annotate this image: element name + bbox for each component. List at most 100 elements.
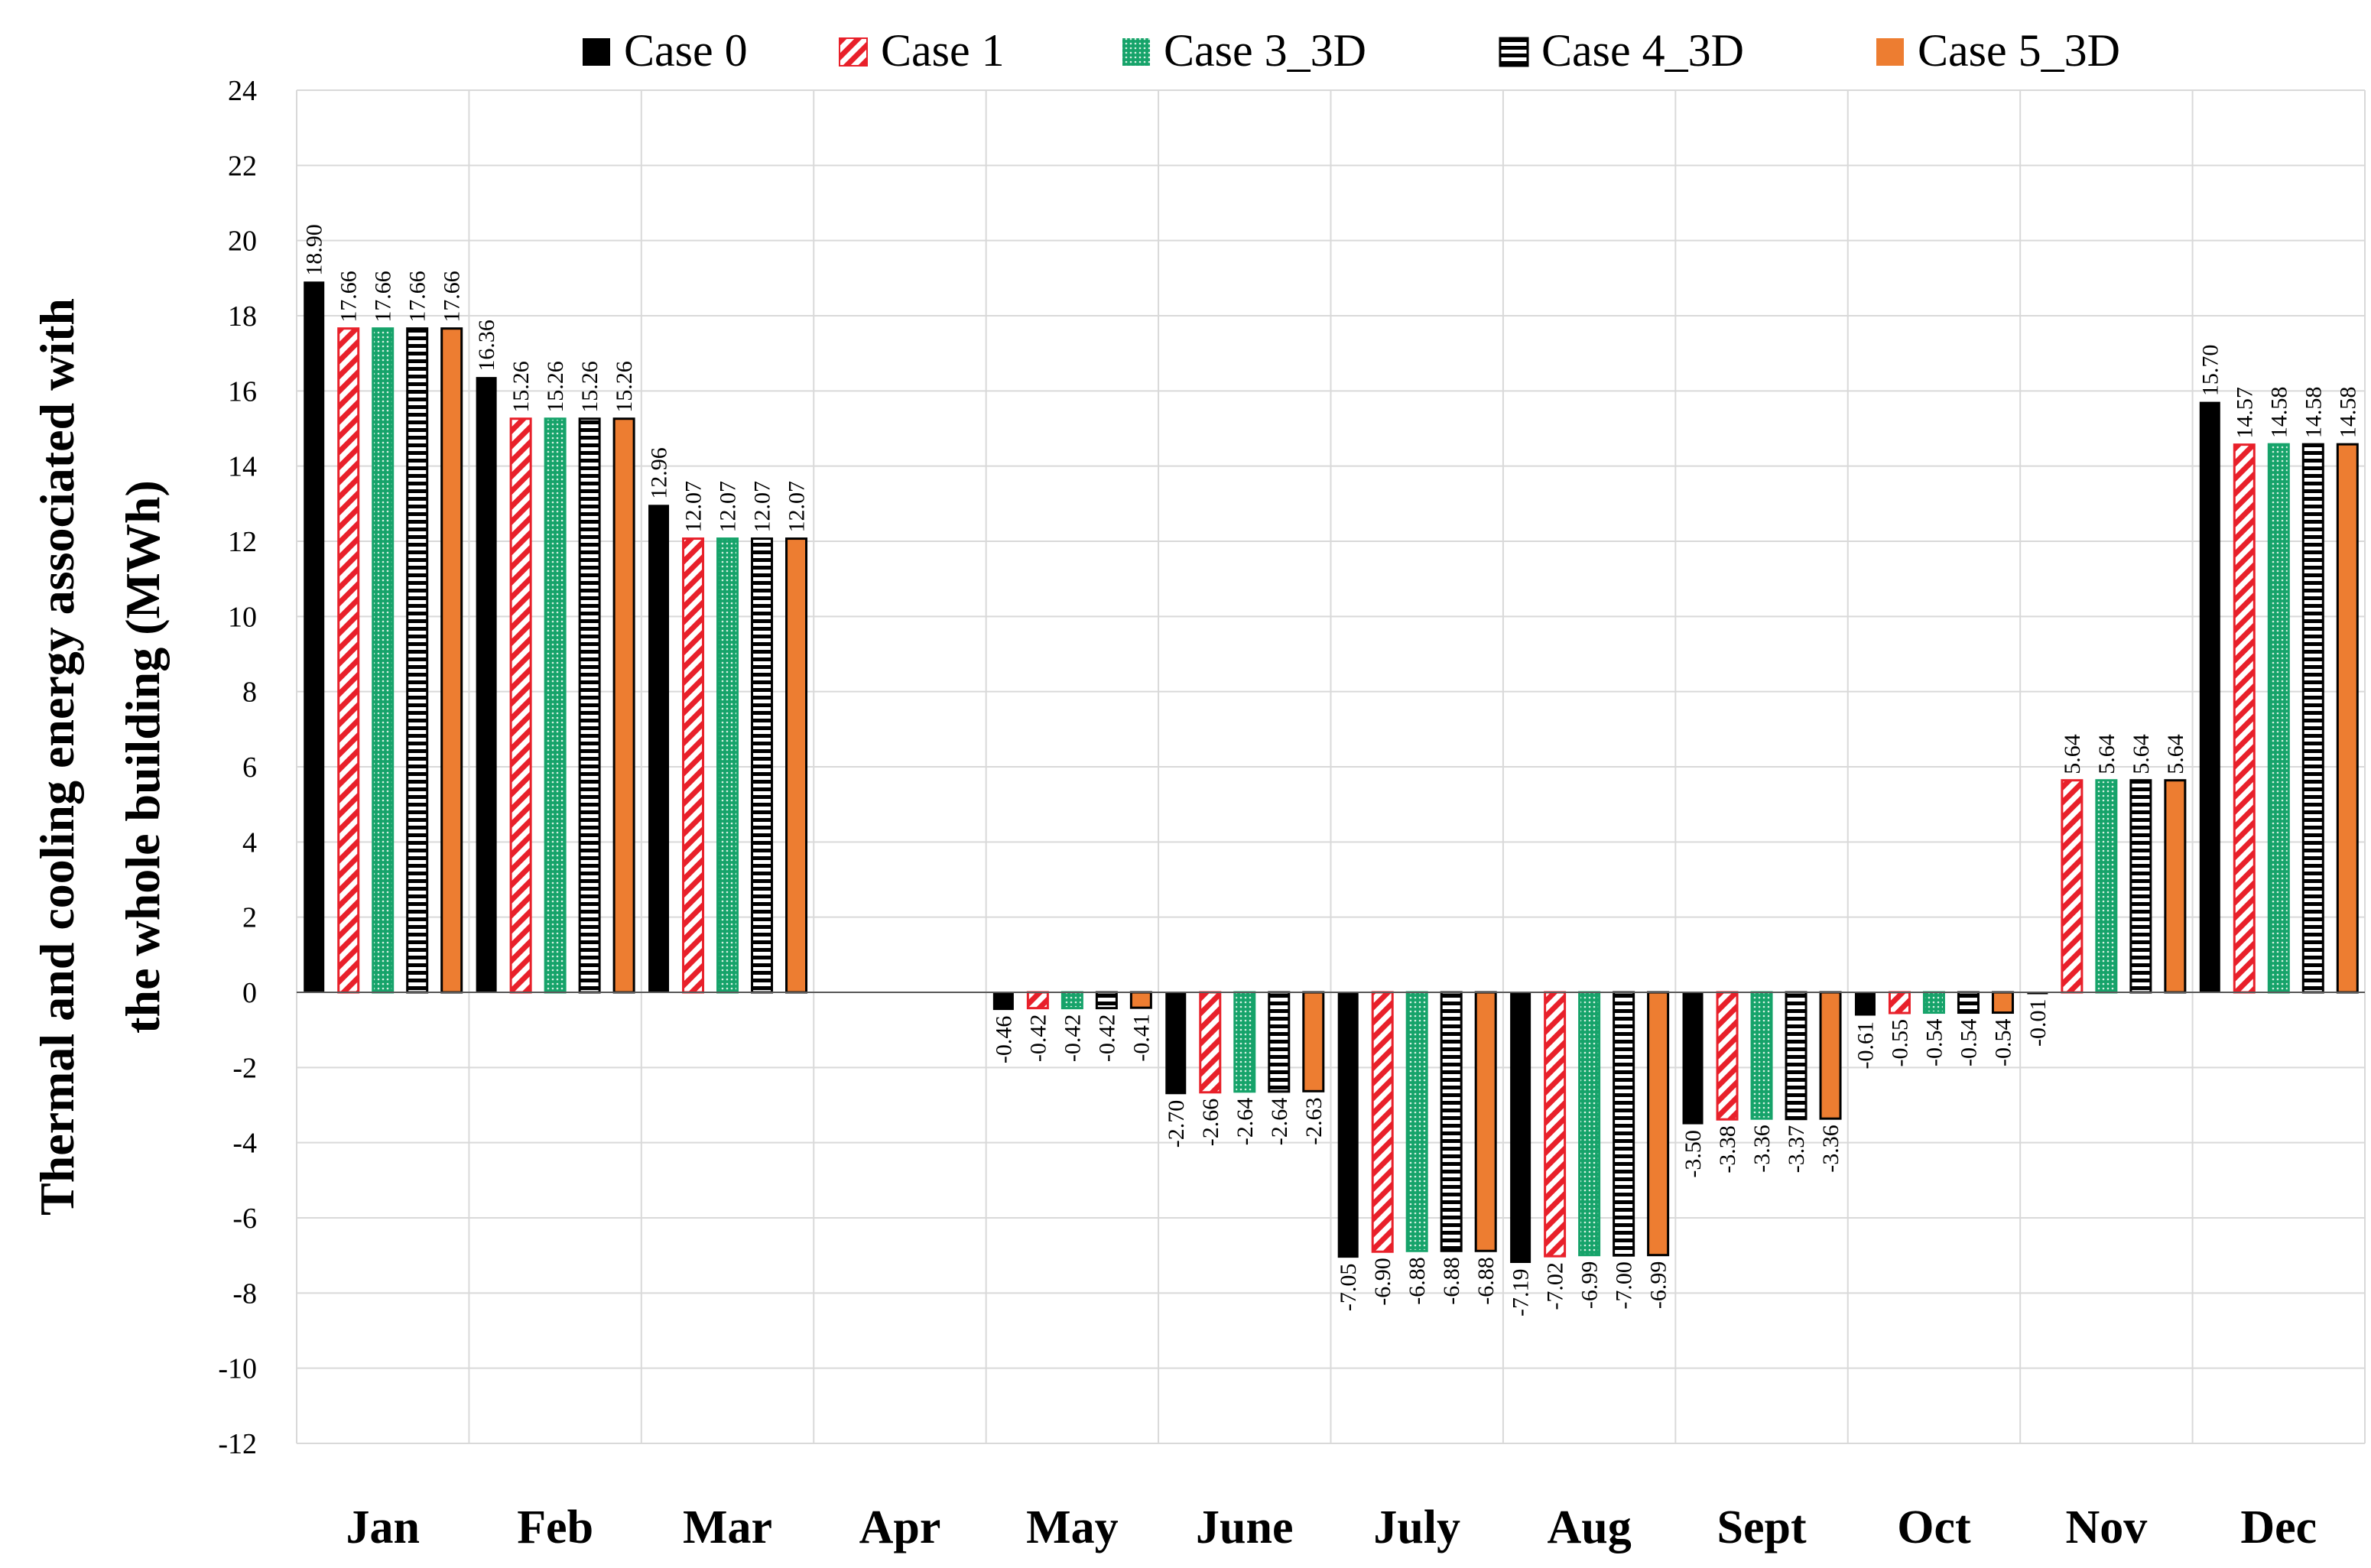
data-label-case-4-3d: -6.88 bbox=[1439, 1257, 1464, 1305]
bar-case-5-3d bbox=[1474, 991, 1497, 1252]
legend-label-case-4-3d: Case 4_3D bbox=[1541, 25, 1744, 76]
y-tick-label: 20 bbox=[228, 226, 257, 258]
data-label-case-0: -2.70 bbox=[1164, 1100, 1189, 1148]
x-tick-label: Oct bbox=[1897, 1501, 1971, 1553]
x-tick-label: Jan bbox=[346, 1501, 419, 1553]
bar-case-4-3d bbox=[1957, 991, 1980, 1014]
data-label-case-1: -2.66 bbox=[1198, 1099, 1223, 1147]
data-label-case-4-3d: 15.26 bbox=[577, 361, 602, 413]
bar-case-4-3d bbox=[578, 417, 601, 994]
bar-case-0 bbox=[476, 377, 497, 993]
data-label-case-0: 16.36 bbox=[474, 320, 499, 372]
x-tick-label: Nov bbox=[2065, 1501, 2147, 1553]
bar-case-0 bbox=[304, 281, 325, 993]
x-tick-label: Apr bbox=[859, 1501, 941, 1553]
y-tick-label: 2 bbox=[242, 902, 257, 934]
bar-case-5-3d bbox=[1302, 991, 1325, 1092]
bar-case-1 bbox=[509, 417, 532, 994]
data-label-case-4-3d: -0.54 bbox=[1956, 1019, 1981, 1067]
data-label-case-0: -3.50 bbox=[1681, 1130, 1706, 1178]
data-label-case-3-3d: -0.54 bbox=[1921, 1019, 1947, 1067]
bar-case-1 bbox=[1544, 991, 1567, 1258]
data-labels-layer: 18.90 16.36 12.96 -0.46 -2.70 -7.05 -7.19 -3.50… bbox=[302, 224, 2361, 1316]
x-tick-label: Feb bbox=[517, 1501, 593, 1553]
legend-item-case-0: Case 0 bbox=[583, 25, 748, 76]
data-label-case-1: 5.64 bbox=[2060, 734, 2085, 774]
y-tick-label: 22 bbox=[228, 150, 257, 182]
data-label-case-0: 15.70 bbox=[2197, 345, 2223, 397]
bar-case-1 bbox=[1371, 991, 1394, 1253]
bar-case-4-3d bbox=[1785, 991, 1807, 1121]
data-label-case-5-3d: -2.63 bbox=[1301, 1097, 1327, 1145]
y-tick-label: 14 bbox=[228, 451, 257, 483]
data-label-case-0: -0.61 bbox=[1853, 1021, 1878, 1070]
bar-case-3-3d bbox=[1922, 991, 1945, 1014]
data-label-case-1: 12.07 bbox=[681, 481, 706, 533]
grid-layer bbox=[296, 89, 2366, 1444]
bar-case-0 bbox=[1682, 992, 1704, 1125]
y-tick-label: 6 bbox=[242, 752, 257, 784]
bar-case-0 bbox=[1165, 992, 1187, 1095]
y-tick-label: -4 bbox=[232, 1128, 257, 1160]
data-label-case-0: 12.96 bbox=[647, 447, 672, 499]
data-label-case-1: -0.55 bbox=[1887, 1019, 1912, 1067]
data-label-case-5-3d: -0.41 bbox=[1129, 1014, 1154, 1062]
data-label-case-5-3d: -0.54 bbox=[1990, 1019, 2015, 1067]
data-label-case-1: 17.66 bbox=[336, 271, 362, 323]
bar-case-0 bbox=[1337, 992, 1359, 1258]
bar-case-4-3d bbox=[406, 327, 429, 994]
x-tick-label: Sept bbox=[1717, 1501, 1806, 1553]
data-label-case-5-3d: -6.88 bbox=[1473, 1257, 1499, 1305]
bar-case-3-3d bbox=[544, 417, 567, 994]
bar-case-3-3d bbox=[1233, 991, 1256, 1093]
bar-case-4-3d bbox=[1095, 991, 1118, 1010]
data-label-case-4-3d: -0.42 bbox=[1094, 1014, 1119, 1063]
bar-case-5-3d bbox=[1647, 991, 1670, 1257]
data-label-case-0: 18.90 bbox=[302, 224, 327, 276]
data-label-case-4-3d: 14.58 bbox=[2301, 387, 2326, 439]
bar-case-5-3d bbox=[612, 417, 635, 994]
data-label-case-0: -7.19 bbox=[1509, 1269, 1534, 1317]
bar-case-1 bbox=[1199, 991, 1222, 1094]
data-label-case-4-3d: -7.00 bbox=[1612, 1261, 1637, 1310]
legend-label-case-1: Case 1 bbox=[881, 25, 1005, 76]
bar-case-1 bbox=[1026, 991, 1049, 1010]
legend-swatch-case-0 bbox=[583, 38, 610, 66]
data-label-case-3-3d: -3.36 bbox=[1749, 1125, 1775, 1173]
x-tick-label: May bbox=[1026, 1501, 1119, 1553]
bar-case-5-3d bbox=[1129, 991, 1152, 1009]
bar-case-3-3d bbox=[1750, 991, 1773, 1120]
data-label-case-3-3d: -0.42 bbox=[1060, 1014, 1085, 1063]
data-label-case-4-3d: -2.64 bbox=[1267, 1098, 1292, 1146]
y-tick-label: 4 bbox=[242, 826, 257, 859]
data-label-case-3-3d: 14.58 bbox=[2266, 387, 2291, 439]
legend-swatch-case-4-3d bbox=[1499, 37, 1529, 67]
data-label-case-4-3d: 5.64 bbox=[2129, 734, 2154, 774]
y-tick-label: -2 bbox=[232, 1052, 257, 1084]
bar-case-1 bbox=[2061, 779, 2084, 994]
data-label-case-3-3d: -6.88 bbox=[1405, 1257, 1430, 1305]
bar-case-3-3d bbox=[1060, 991, 1083, 1010]
data-label-case-0: -0.01 bbox=[2025, 998, 2051, 1047]
data-label-case-5-3d: -3.36 bbox=[1818, 1125, 1843, 1173]
bar-case-5-3d bbox=[2336, 443, 2359, 994]
y-tick-label: 24 bbox=[228, 75, 257, 107]
y-tick-label: 18 bbox=[228, 300, 257, 333]
data-label-case-3-3d: -6.99 bbox=[1577, 1261, 1603, 1310]
data-label-case-1: 14.57 bbox=[2232, 387, 2257, 439]
y-tick-label: 16 bbox=[228, 375, 257, 407]
bar-case-4-3d bbox=[2129, 779, 2152, 994]
legend-swatch-case-5-3d bbox=[1876, 38, 1904, 66]
y-tick-label: 8 bbox=[242, 677, 257, 709]
legend-label-case-5-3d: Case 5_3D bbox=[1918, 25, 2120, 76]
bar-case-4-3d bbox=[1440, 991, 1463, 1252]
data-label-case-3-3d: -2.64 bbox=[1233, 1098, 1258, 1146]
y-tick-label: -8 bbox=[232, 1277, 257, 1310]
legend: Case 0 Case 1 Case 3_3D Case 4_3D Case 5… bbox=[583, 25, 2120, 76]
bar-case-5-3d bbox=[2164, 779, 2187, 994]
bar-case-0 bbox=[648, 505, 670, 993]
data-label-case-4-3d: -3.37 bbox=[1784, 1125, 1809, 1174]
bar-case-5-3d bbox=[1991, 991, 2014, 1014]
bar-case-0 bbox=[1510, 992, 1531, 1264]
